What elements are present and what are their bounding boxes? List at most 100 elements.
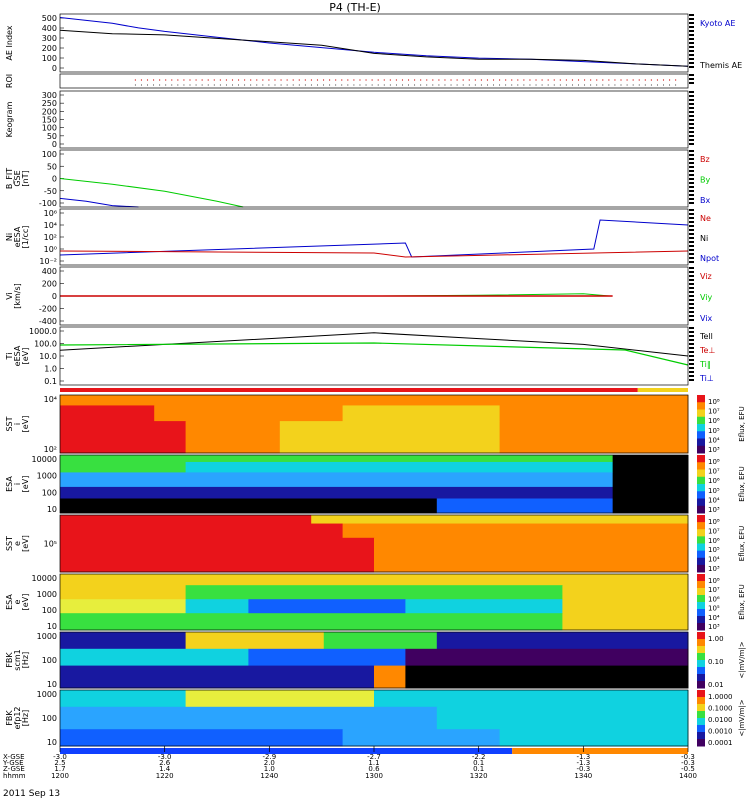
roi-dot — [408, 84, 410, 86]
colorbar-swatch — [697, 522, 705, 530]
right-ticks — [689, 279, 694, 281]
roi-dot — [383, 84, 385, 86]
panel-ylabel: e — [13, 599, 22, 604]
panel-tick-label: 0 — [52, 175, 57, 184]
roi-dot — [140, 84, 142, 86]
spectrogram-cell — [562, 599, 689, 614]
roi-dot — [292, 84, 294, 86]
colorbar-swatch — [697, 732, 705, 740]
panel-tick-label: 100 — [42, 150, 57, 159]
colorbar-tick-label: 0.0010 — [708, 728, 733, 736]
panel-ylabel: scm1 — [13, 649, 22, 670]
roi-dot — [614, 84, 616, 86]
right-ticks — [689, 95, 694, 97]
roi-dot — [298, 79, 300, 81]
roi-dot — [432, 84, 434, 86]
panel-frame — [59, 326, 689, 386]
panel-ylabel: Keogram — [5, 101, 14, 137]
panel-fbke: FBK efp12 [Hz] 1000 100 10 — [5, 690, 64, 747]
roi-dot — [152, 79, 155, 81]
colorbar-swatch — [697, 697, 705, 705]
roi-dot — [559, 84, 561, 86]
spectrogram-cell — [60, 690, 187, 708]
roi-dot — [244, 84, 246, 86]
roi-dot — [414, 84, 416, 86]
bottom-strip — [60, 748, 513, 754]
roi-dot — [183, 79, 185, 81]
colorbar-swatch — [697, 529, 705, 537]
colorbar-tick-label: 10⁷ — [708, 586, 720, 594]
roi-dot — [517, 79, 519, 81]
right-ticks — [689, 283, 694, 285]
right-ticks — [689, 287, 694, 289]
roi-dot — [480, 84, 482, 86]
roi-dot — [608, 79, 610, 81]
panel-ylabel: [eV] — [21, 594, 30, 611]
panel-tick-label: 0 — [52, 140, 57, 149]
colorbar-tick-label: 0.0100 — [708, 716, 733, 724]
xaxis-value: -0.3 — [576, 765, 590, 773]
roi-dot — [335, 84, 337, 86]
roi-dot — [262, 84, 264, 86]
spectrogram-cell — [436, 706, 689, 730]
spectrogram-cell — [612, 498, 689, 514]
roi-dot — [426, 79, 428, 81]
panel-ylabel: Vi — [5, 292, 14, 300]
spectrogram-sste — [59, 514, 689, 573]
colorbar-tick-label: 10⁸ — [708, 518, 720, 526]
roi-dot — [432, 79, 434, 81]
roi-dot — [329, 79, 331, 81]
roi-dot — [207, 84, 209, 86]
right-ticks — [689, 162, 694, 164]
right-ticks — [689, 359, 694, 361]
roi-dot — [462, 79, 464, 81]
xaxis-value: 1.0 — [264, 765, 275, 773]
status-bar — [637, 388, 688, 392]
xaxis-value: -0.3 — [681, 759, 695, 767]
right-ticks — [689, 319, 694, 321]
spectrogram-cell — [60, 613, 187, 631]
xaxis-value: 2.0 — [264, 759, 275, 767]
panel-ylabel: i — [13, 423, 22, 425]
roi-dot — [638, 79, 640, 81]
roi-dot — [195, 79, 197, 81]
right-ticks — [689, 119, 694, 121]
right-ticks — [689, 371, 694, 373]
panel-vi: Vi [km/s] 400 200 0 -200 -400 Viz Viy Vix — [5, 267, 713, 326]
panel-frame — [59, 149, 689, 208]
panel-tick-label: 10⁵ — [44, 540, 57, 549]
spectrogram-cell — [612, 461, 689, 473]
roi-dot — [626, 79, 628, 81]
roi-dot — [274, 84, 276, 86]
panel-tick-label: 1000 — [37, 472, 57, 481]
right-ticks — [689, 14, 694, 16]
colorbar-cb6: 1.0000 0.1000 0.0100 0.0010 0.0001 <|mV/m|> — [697, 690, 746, 747]
colorbar-swatch — [697, 409, 705, 418]
colorbar-tick-label: 10⁵ — [708, 427, 720, 435]
colorbar-tick-label: 10⁸ — [708, 577, 720, 585]
right-ticks — [689, 299, 694, 301]
spectrogram-cell — [436, 632, 689, 650]
roi-dot — [511, 79, 513, 81]
xaxis-value: 2.6 — [159, 759, 171, 767]
roi-dot — [559, 79, 561, 81]
xaxis-row-label: Y-GSE — [2, 759, 24, 767]
right-ticks — [689, 182, 694, 184]
status-bar — [60, 388, 638, 392]
colorbar-swatch — [697, 462, 705, 470]
panel-ylabel: Ni — [5, 233, 14, 241]
panel-tick-label: 100 — [42, 606, 57, 615]
roi-dot — [407, 79, 410, 81]
roi-dot — [663, 84, 665, 86]
date-label: 2011 Sep 13 — [3, 789, 60, 799]
right-ticks — [689, 351, 694, 353]
roi-dot — [499, 84, 501, 86]
panel-tick-label: 10⁰ — [44, 245, 57, 254]
right-ticks — [689, 367, 694, 369]
roi-dot — [256, 79, 258, 81]
roi-dot — [541, 79, 543, 81]
roi-dot — [456, 84, 458, 86]
roi-dot — [377, 79, 379, 81]
roi-dot — [201, 79, 203, 81]
roi-dot — [547, 79, 549, 81]
